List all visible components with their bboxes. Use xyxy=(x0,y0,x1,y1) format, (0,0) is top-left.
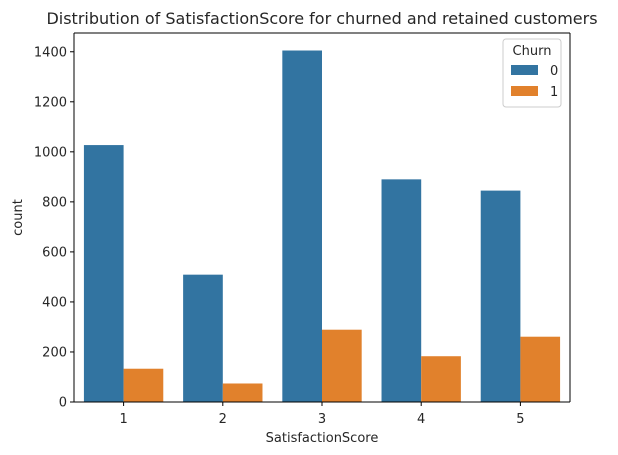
y-tick-label: 1000 xyxy=(34,145,67,160)
chart-title: Distribution of SatisfactionScore for ch… xyxy=(46,9,597,28)
bar-1-churn-1 xyxy=(123,368,164,402)
legend-label-1: 1 xyxy=(550,85,558,100)
legend-label-0: 0 xyxy=(550,64,558,79)
bar-3-churn-1 xyxy=(322,329,362,402)
legend-swatch-0 xyxy=(511,65,538,75)
x-tick-label: 4 xyxy=(417,412,425,427)
legend-swatch-1 xyxy=(511,86,538,96)
y-tick-label: 0 xyxy=(59,396,67,411)
y-tick-label: 1200 xyxy=(34,95,67,110)
legend-title: Churn xyxy=(513,44,552,59)
x-tick-label: 1 xyxy=(119,412,127,427)
bar-2-churn-1 xyxy=(222,383,263,402)
y-tick-label: 1400 xyxy=(34,45,67,60)
bar-4-churn-0 xyxy=(381,179,422,402)
bar-5-churn-0 xyxy=(480,190,521,402)
y-tick-label: 200 xyxy=(42,345,67,360)
x-tick-label: 3 xyxy=(318,412,326,427)
y-axis-label: count xyxy=(11,199,26,236)
x-axis-label: SatisfactionScore xyxy=(266,431,379,446)
bar-4-churn-1 xyxy=(421,356,461,402)
bar-1-churn-0 xyxy=(83,145,124,402)
x-tick-label: 5 xyxy=(516,412,524,427)
y-tick-label: 600 xyxy=(42,245,67,260)
bar-3-churn-0 xyxy=(282,50,322,402)
bar-5-churn-1 xyxy=(520,336,561,402)
legend: Churn 01 xyxy=(502,38,562,108)
x-tick-label: 2 xyxy=(219,412,227,427)
bar-2-churn-0 xyxy=(183,274,223,402)
plot-area: 0 200 400 600 800 1000 1200 1400 1 2 3 4 5 xyxy=(34,32,571,427)
y-tick-label: 800 xyxy=(42,195,67,210)
legend-items: 01 xyxy=(511,64,558,100)
y-tick-label: 400 xyxy=(42,295,67,310)
